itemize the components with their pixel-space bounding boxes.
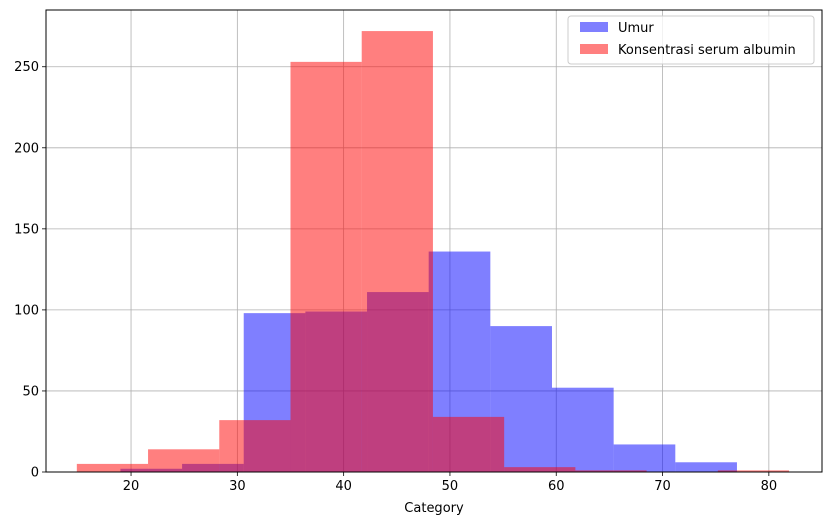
legend: Umur Konsentrasi serum albumin [567,15,815,65]
x-tick-label: 70 [654,479,671,494]
bar-albumin [361,31,433,473]
bar-albumin [575,470,647,472]
y-tick-label: 50 [22,384,39,399]
legend-swatch-umur [580,22,608,32]
bar-albumin [290,61,362,472]
legend-label-umur: Umur [618,21,654,36]
y-tick-label: 100 [14,303,39,318]
bar-umur [613,444,676,472]
bar-albumin [432,416,505,472]
bar-albumin [76,463,149,472]
legend-label-albumin: Konsentrasi serum albumin [618,43,796,58]
y-tick-label: 250 [14,60,39,75]
legend-box [567,15,815,65]
axis-ticks: 20 30 40 50 60 70 80 0 50 100 150 200 250 [14,60,777,494]
y-tick-label: 0 [31,466,39,481]
bar-albumin [219,420,291,472]
y-tick-label: 150 [14,222,39,237]
bar-umur [675,462,737,472]
histogram-bars [76,31,790,473]
bar-albumin [148,449,220,472]
x-tick-label: 50 [442,479,459,494]
bar-albumin [504,467,576,472]
x-tick-label: 80 [761,479,778,494]
x-axis-label: Category [404,501,464,516]
plot-frame [45,9,823,473]
legend-swatch-albumin [580,44,608,54]
x-tick-label: 40 [335,479,352,494]
y-tick-label: 200 [14,141,39,156]
bar-umur [551,387,614,472]
x-tick-label: 60 [548,479,565,494]
x-tick-label: 20 [123,479,140,494]
bar-albumin [717,470,790,472]
x-tick-label: 30 [229,479,246,494]
